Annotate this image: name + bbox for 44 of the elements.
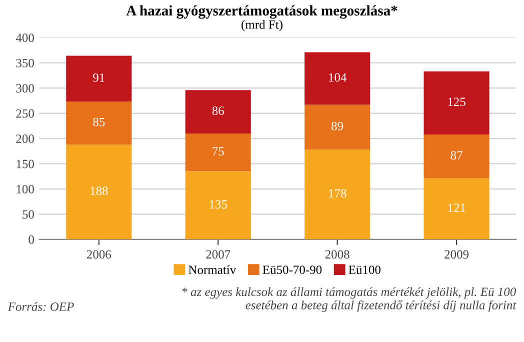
text: * az egyes kulcsok az állami támogatás mértékét jelölik, pl. Eü 100 esetében a beteg által fizetendő térítési díj nulla forint bbox=[182, 287, 516, 312]
y-tick-label: 300 bbox=[16, 84, 34, 93]
legend-label: Eü50-70-90 bbox=[262, 266, 322, 274]
x-tick-label: 2007 bbox=[206, 250, 230, 259]
data-label: 87 bbox=[450, 151, 462, 160]
bar bbox=[304, 150, 370, 240]
data-label: 85 bbox=[93, 118, 105, 126]
y-tick-label: 250 bbox=[16, 109, 34, 118]
data-label: 135 bbox=[210, 200, 227, 208]
x-tick-label: 2009 bbox=[444, 250, 469, 259]
legend-label: Eü100 bbox=[348, 266, 380, 274]
y-tick-label: 50 bbox=[22, 210, 34, 219]
x-tick-label: 2008 bbox=[325, 250, 350, 259]
chart-title: A hazai gyógyszertámogatások megoszlása* bbox=[126, 5, 398, 19]
x-tick-label: 2006 bbox=[86, 250, 112, 259]
text: Forrás: OEP bbox=[8, 302, 74, 311]
bar bbox=[185, 90, 251, 134]
bar bbox=[66, 144, 132, 240]
bar bbox=[424, 71, 490, 134]
data-label: 89 bbox=[332, 122, 344, 130]
y-tick-label: 0 bbox=[28, 235, 34, 244]
y-tick-label: 100 bbox=[16, 184, 34, 194]
bar bbox=[304, 104, 370, 150]
bar bbox=[66, 56, 132, 102]
y-tick-label: 400 bbox=[16, 34, 34, 42]
legend-label: Normatív bbox=[188, 265, 236, 274]
data-label: 75 bbox=[212, 147, 224, 156]
chart-subtitle: (mrd Ft) bbox=[242, 20, 282, 32]
data-label: 86 bbox=[212, 106, 224, 115]
bar bbox=[185, 171, 251, 240]
bar bbox=[304, 52, 370, 105]
data-label: 188 bbox=[90, 186, 108, 196]
y-tick-label: 200 bbox=[16, 134, 34, 143]
data-label: 178 bbox=[329, 189, 346, 198]
bar bbox=[424, 134, 490, 178]
bar bbox=[185, 133, 251, 172]
y-tick-label: 150 bbox=[16, 160, 34, 168]
bar bbox=[424, 178, 490, 240]
data-label: 104 bbox=[329, 73, 347, 82]
data-label: 125 bbox=[448, 98, 466, 106]
bar bbox=[66, 102, 132, 145]
y-tick-label: 350 bbox=[16, 58, 34, 68]
data-label: 91 bbox=[93, 73, 104, 82]
data-label: 121 bbox=[448, 204, 466, 212]
